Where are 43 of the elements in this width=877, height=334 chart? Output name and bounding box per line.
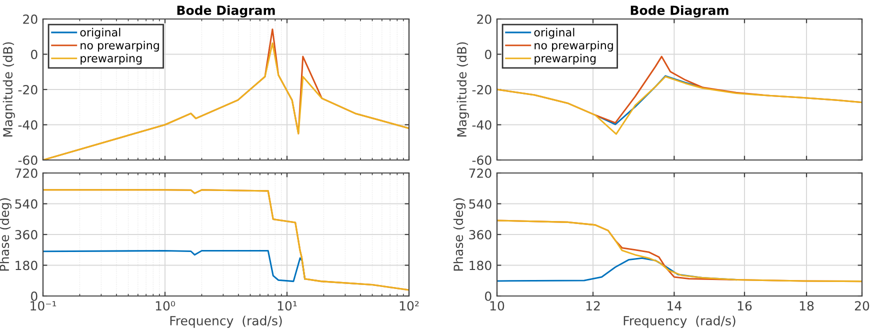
y-tick-label: 180 bbox=[16, 260, 38, 270]
y-tick-label: 0 bbox=[485, 291, 492, 301]
y-tick-label: 20 bbox=[477, 14, 492, 24]
x-tick-label: 10 bbox=[490, 301, 504, 311]
y-tick-label: 20 bbox=[23, 14, 38, 24]
x-tick-label: 14 bbox=[668, 301, 682, 310]
x-tick-label: 10¹ bbox=[278, 301, 297, 311]
y-tick-label: 180 bbox=[470, 260, 492, 270]
x-tick-label: 12 bbox=[586, 301, 600, 310]
y-tick-label: -60 bbox=[472, 155, 492, 165]
chart-title: Bode Diagram bbox=[630, 5, 728, 18]
x-tick-label: 10⁻¹ bbox=[30, 301, 56, 311]
y-tick-label: 360 bbox=[15, 230, 38, 240]
y-tick-label: -40 bbox=[472, 120, 492, 130]
x-tick-label: 20 bbox=[854, 301, 870, 311]
x-tick-label: 18 bbox=[800, 301, 814, 311]
chart-title: Bode Diagram bbox=[177, 5, 275, 18]
y-axis-title: Phase (deg) bbox=[453, 198, 466, 271]
legend-label: original bbox=[80, 28, 120, 39]
y-tick-label: -60 bbox=[18, 155, 38, 165]
y-axis-title: Magnitude (dB) bbox=[456, 42, 469, 137]
y-tick-label: 0 bbox=[31, 50, 38, 60]
y-tick-label: 0 bbox=[485, 50, 492, 60]
x-tick-label: 10² bbox=[400, 301, 419, 311]
x-axis-title: Frequency (rad/s) bbox=[624, 316, 736, 328]
y-tick-label: 0 bbox=[31, 291, 38, 301]
legend-label: prewarping bbox=[534, 54, 596, 65]
legend-label: prewarping bbox=[80, 54, 142, 65]
x-tick-label: 10⁰ bbox=[156, 301, 176, 311]
x-tick-label: 16 bbox=[738, 301, 752, 311]
y-tick-label: 540 bbox=[469, 199, 492, 209]
y-tick-label: 720 bbox=[15, 168, 38, 178]
y-tick-label: -20 bbox=[472, 84, 492, 94]
y-tick-label: 360 bbox=[469, 230, 492, 240]
y-axis-title: Magnitude (dB) bbox=[2, 42, 15, 137]
legend-label: no prewarping bbox=[80, 40, 159, 52]
legend-label: original bbox=[534, 28, 574, 39]
x-axis-title: Frequency (rad/s) bbox=[170, 316, 282, 328]
y-tick-label: 540 bbox=[15, 199, 38, 209]
legend-label: no prewarping bbox=[534, 40, 613, 52]
y-tick-label: -40 bbox=[18, 120, 38, 130]
y-tick-label: 720 bbox=[469, 168, 492, 178]
y-tick-label: -20 bbox=[18, 84, 38, 94]
